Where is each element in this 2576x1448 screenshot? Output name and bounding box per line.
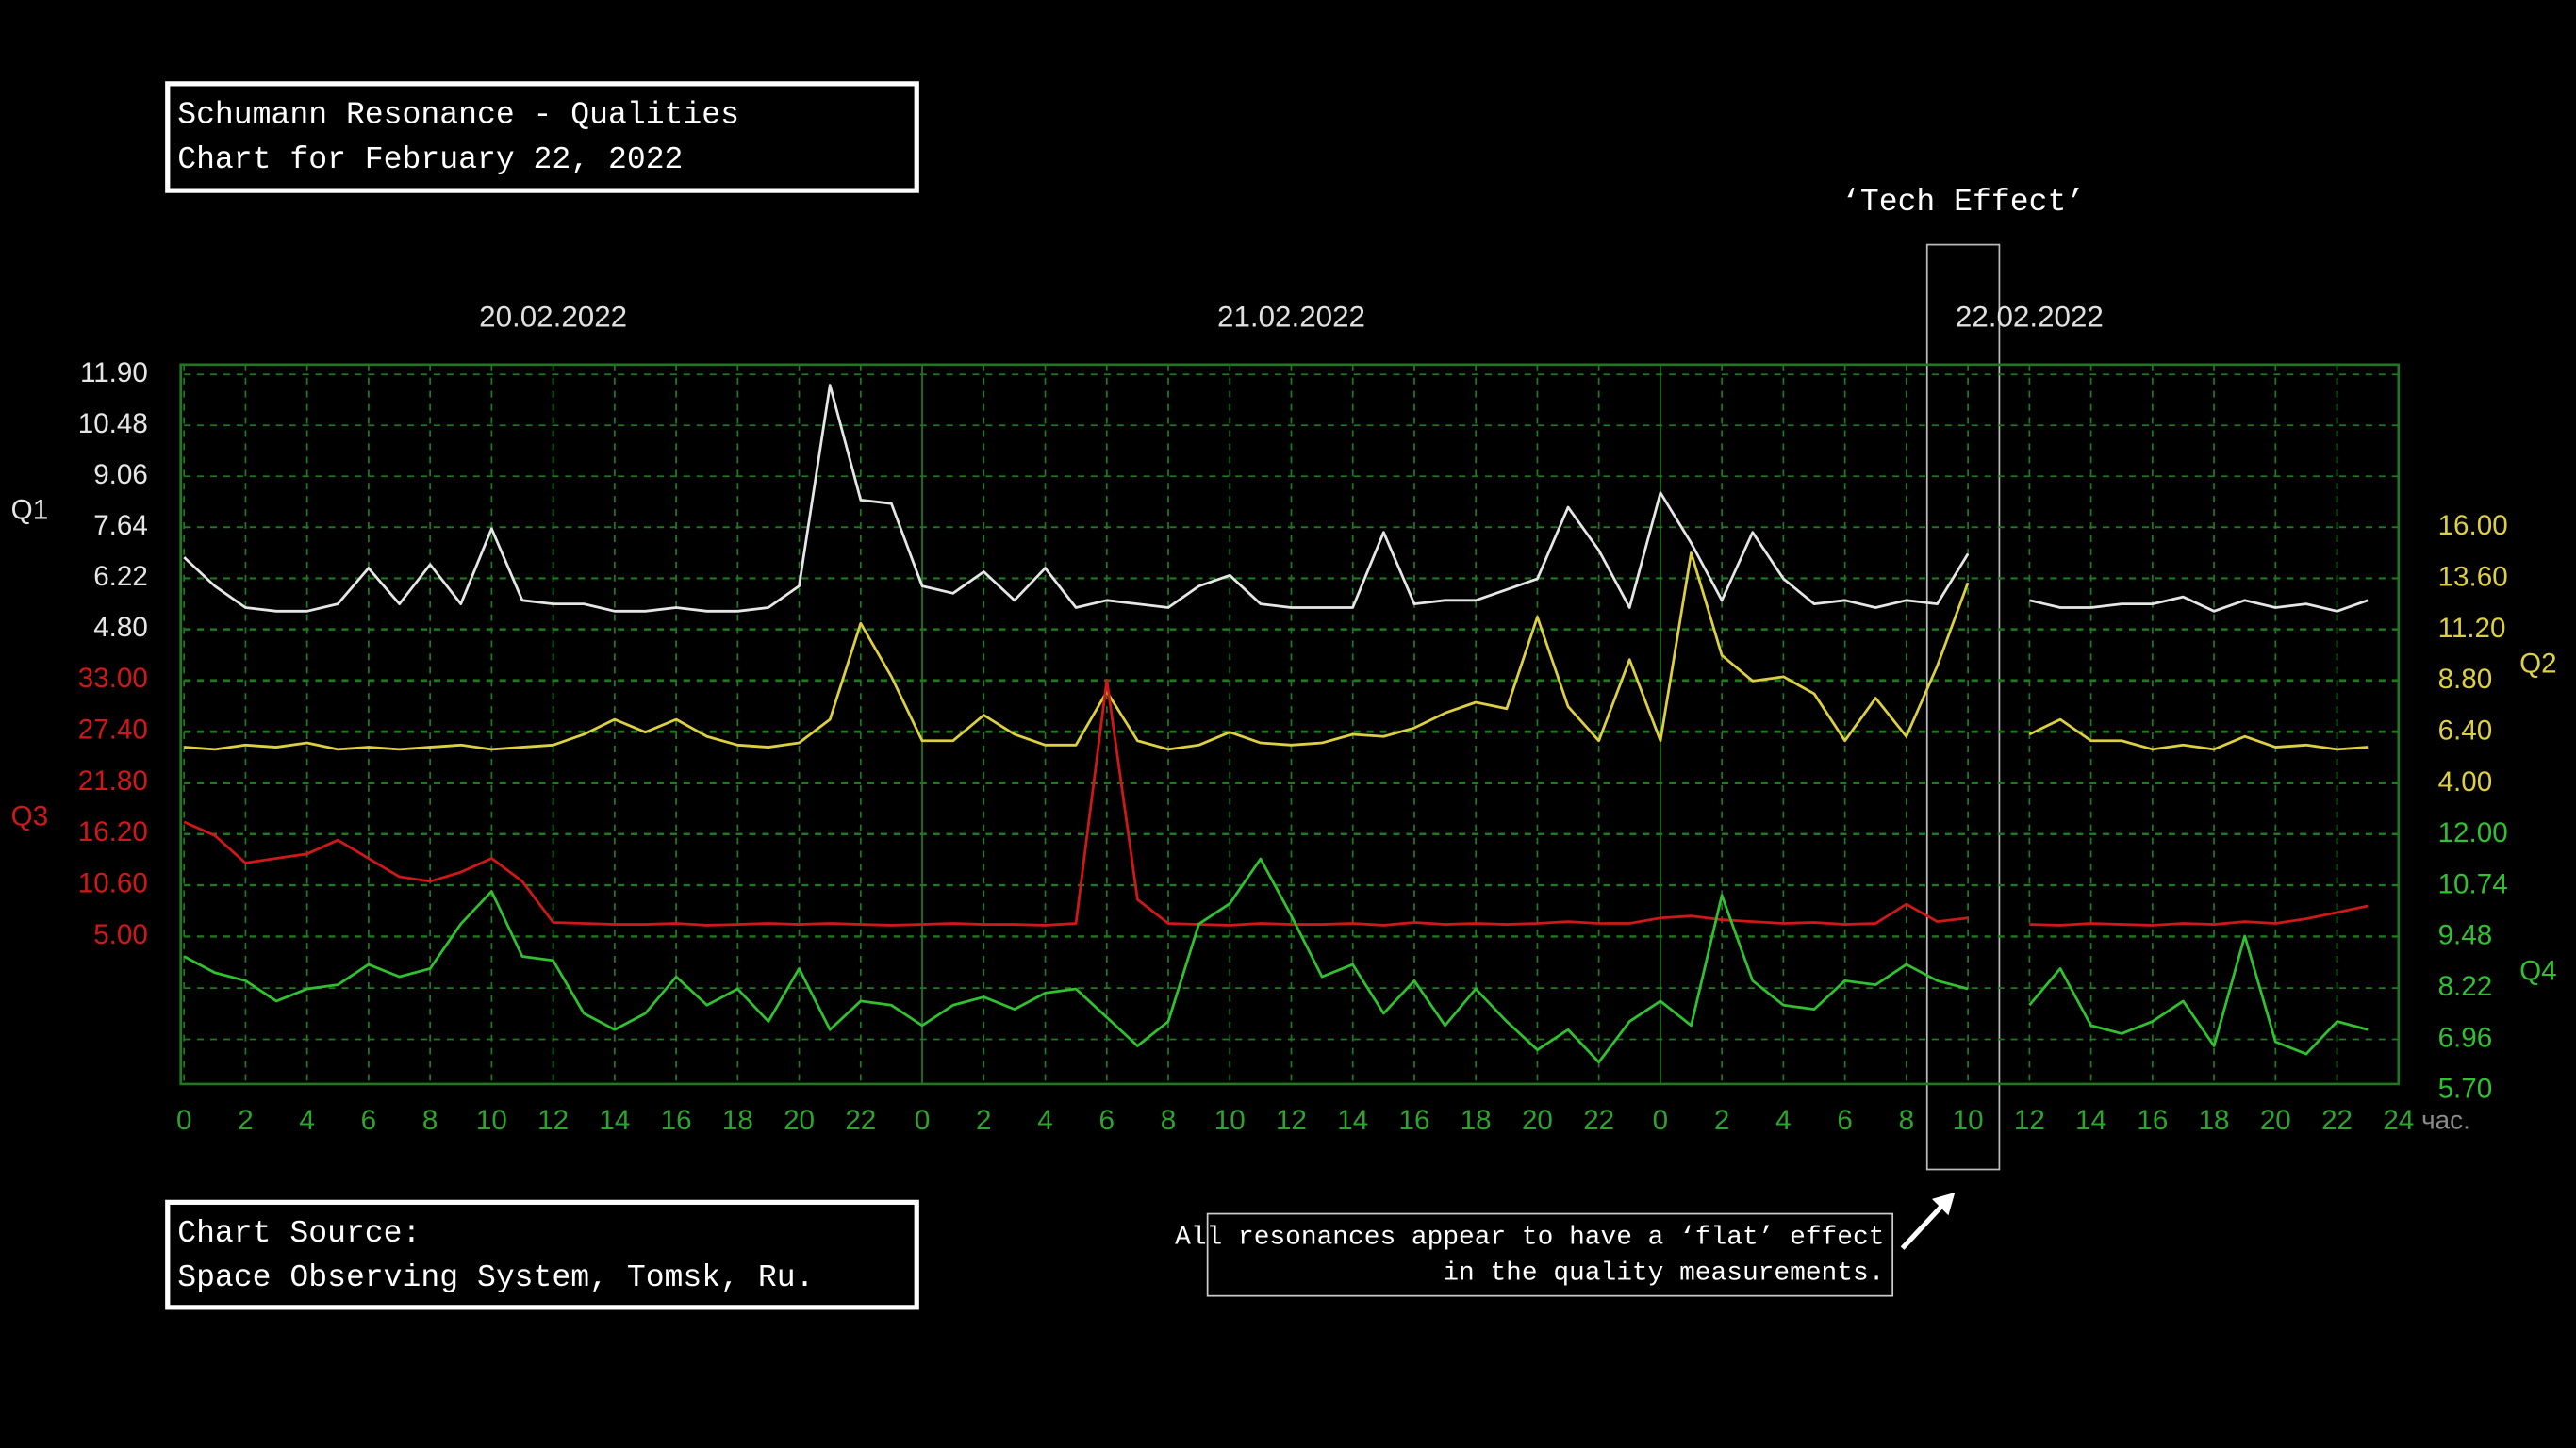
- tech-effect-highlight: [1925, 243, 2001, 1171]
- y-tick-label: 9.06: [93, 459, 148, 490]
- x-tick-label: 20: [784, 1105, 815, 1136]
- x-tick-label: 18: [2199, 1105, 2230, 1136]
- x-tick-label: 8: [422, 1105, 438, 1136]
- y-tick-label: 10.74: [2438, 868, 2508, 899]
- data-line: [184, 551, 2369, 751]
- data-line: [183, 678, 2369, 927]
- x-tick-label: 8: [1161, 1105, 1176, 1136]
- y-tick-label: 16.00: [2438, 510, 2508, 541]
- x-tick-label: 12: [1276, 1105, 1307, 1136]
- x-tick-label: 4: [1775, 1105, 1791, 1136]
- tech-effect-label: ‘Tech Effect’: [1841, 184, 2085, 220]
- x-tick-label: 12: [2014, 1105, 2045, 1136]
- x-tick-label: 22: [845, 1105, 876, 1136]
- source-text: Space Observing System, Tomsk, Ru.: [177, 1259, 814, 1295]
- x-tick-label: 16: [1398, 1105, 1429, 1136]
- callout-text: All resonances appear to have a ‘flat’ e…: [1175, 1223, 1884, 1252]
- x-tick-label: 10: [1214, 1105, 1246, 1136]
- x-tick-label: 14: [2075, 1105, 2106, 1136]
- y-tick-label: 10.60: [78, 868, 148, 899]
- y-tick-label: 16.20: [78, 816, 148, 847]
- x-tick-label: 6: [1099, 1105, 1115, 1136]
- y-tick-label: 6.96: [2438, 1022, 2493, 1053]
- y-tick-label: 4.80: [93, 612, 148, 643]
- x-tick-label: 6: [361, 1105, 376, 1136]
- source-label: Chart Source:: [177, 1215, 421, 1251]
- y-tick-label: 27.40: [78, 714, 148, 745]
- y-tick-label: 11.20: [2438, 613, 2506, 644]
- axis-label: Q1: [11, 495, 49, 526]
- x-tick-label: 0: [915, 1105, 930, 1136]
- y-tick-label: 12.00: [2438, 817, 2508, 848]
- x-tick-label: 24: [2383, 1105, 2414, 1136]
- y-tick-label: 5.00: [93, 919, 148, 950]
- x-unit-label: час.: [2421, 1105, 2470, 1134]
- y-tick-label: 33.00: [78, 663, 148, 694]
- x-tick-label: 2: [238, 1105, 253, 1136]
- callout-box: [1206, 1212, 1894, 1297]
- chart-title: Schumann Resonance - Qualities: [177, 97, 739, 133]
- x-tick-label: 18: [1461, 1105, 1492, 1136]
- x-tick-label: 22: [1583, 1105, 1614, 1136]
- x-tick-label: 2: [1714, 1105, 1729, 1136]
- x-tick-label: 18: [722, 1105, 753, 1136]
- axis-label: Q2: [2519, 648, 2557, 679]
- x-tick-label: 12: [537, 1105, 569, 1136]
- x-tick-label: 8: [1899, 1105, 1914, 1136]
- axis-label: Q4: [2519, 955, 2557, 986]
- chart-subtitle: Chart for February 22, 2022: [177, 141, 683, 177]
- y-tick-label: 8.80: [2438, 664, 2493, 695]
- y-tick-label: 8.22: [2438, 971, 2493, 1002]
- y-tick-label: 21.80: [78, 765, 148, 797]
- x-tick-label: 0: [176, 1105, 191, 1136]
- x-tick-label: 0: [1653, 1105, 1668, 1136]
- x-tick-label: 14: [1337, 1105, 1368, 1136]
- x-tick-label: 16: [661, 1105, 692, 1136]
- x-tick-label: 10: [1953, 1105, 1984, 1136]
- x-tick-label: 14: [599, 1105, 630, 1136]
- y-tick-label: 11.90: [80, 357, 148, 388]
- x-tick-label: 10: [476, 1105, 507, 1136]
- axis-label: Q3: [11, 800, 49, 831]
- x-tick-label: 4: [1037, 1105, 1052, 1136]
- y-tick-label: 10.48: [78, 408, 148, 439]
- y-tick-label: 4.00: [2438, 766, 2493, 798]
- y-tick-label: 6.22: [93, 561, 148, 592]
- data-line: [183, 857, 2369, 1064]
- y-tick-label: 5.70: [2438, 1074, 2493, 1105]
- date-label: 21.02.2022: [1217, 300, 1365, 333]
- y-tick-label: 13.60: [2438, 561, 2508, 592]
- title-box: [165, 81, 919, 193]
- y-tick-label: 7.64: [93, 510, 148, 541]
- callout-arrow: [1900, 1192, 1956, 1250]
- x-tick-label: 2: [976, 1105, 991, 1136]
- x-tick-label: 20: [2260, 1105, 2291, 1136]
- date-label: 22.02.2022: [1956, 300, 2104, 333]
- x-tick-label: 6: [1837, 1105, 1852, 1136]
- x-tick-label: 16: [2137, 1105, 2168, 1136]
- x-tick-label: 4: [299, 1105, 314, 1136]
- date-label: 20.02.2022: [479, 300, 627, 333]
- y-tick-label: 9.48: [2438, 920, 2493, 951]
- source-box: [165, 1199, 919, 1310]
- callout-text: in the quality measurements.: [1443, 1259, 1884, 1289]
- x-tick-label: 20: [1522, 1105, 1553, 1136]
- x-tick-label: 22: [2321, 1105, 2353, 1136]
- y-tick-label: 6.40: [2438, 716, 2493, 747]
- data-line: [183, 384, 2369, 613]
